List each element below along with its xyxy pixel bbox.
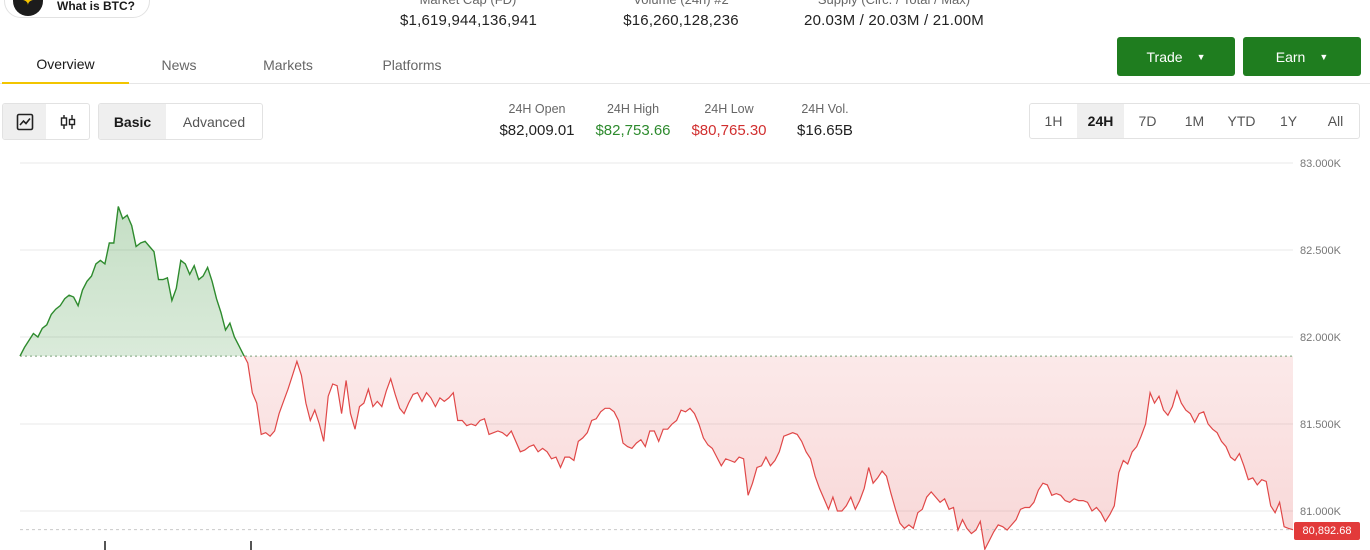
stat-24h-open: 24H Open $82,009.01 <box>494 102 580 139</box>
y-tick-label: 82.500K <box>1300 245 1342 257</box>
range-1h[interactable]: 1H <box>1044 113 1063 129</box>
open-value: $82,009.01 <box>499 122 575 139</box>
trade-label: Trade <box>1146 48 1183 65</box>
area-fill-above <box>20 206 245 357</box>
mode-basic[interactable]: Basic <box>99 104 166 139</box>
y-axis: 83.000K 82.500K 82.000K 81.500K 81.000K <box>1300 158 1342 518</box>
range-7d[interactable]: 7D <box>1138 113 1157 129</box>
market-cap-stat: Market Cap (FD) $1,619,944,136,941 <box>400 0 538 29</box>
price-line-above <box>19 206 245 357</box>
earn-label: Earn <box>1275 48 1306 65</box>
stat-24h-vol: 24H Vol. $16.65B <box>790 102 860 139</box>
supply-label: Supply (Circ. / Total / Max) <box>795 0 993 10</box>
what-is-btc-pill[interactable]: ✦ What is BTC? <box>4 0 150 18</box>
trade-button[interactable]: Trade ▼ <box>1117 37 1235 76</box>
market-cap-value: $1,619,944,136,941 <box>400 12 538 29</box>
price-line-below <box>20 356 1294 550</box>
stat-24h-low: 24H Low $80,765.30 <box>686 102 772 139</box>
chevron-down-icon: ▼ <box>1196 51 1206 62</box>
market-cap-label: Market Cap (FD) <box>400 0 536 10</box>
tab-overview[interactable]: Overview <box>2 46 129 84</box>
high-value: $82,753.66 <box>595 122 671 139</box>
area-fill-below <box>20 356 1293 550</box>
volume-label: Volume (24h) #2 <box>620 0 742 10</box>
chart-type-toggle <box>2 103 90 140</box>
range-1y[interactable]: 1Y <box>1279 113 1298 129</box>
supply-value: 20.03M / 20.03M / 21.00M <box>804 12 984 29</box>
price-chart[interactable]: 83.000K 82.500K 82.000K 81.500K 81.000K <box>0 150 1370 550</box>
range-24h[interactable]: 24H <box>1077 104 1124 138</box>
range-ytd[interactable]: YTD <box>1227 113 1256 129</box>
low-value: $80,765.30 <box>691 122 767 139</box>
open-label: 24H Open <box>508 102 566 116</box>
mode-advanced[interactable]: Advanced <box>182 113 246 130</box>
high-label: 24H High <box>606 102 660 116</box>
y-tick-label: 81.000K <box>1300 506 1342 518</box>
vol-value: $16.65B <box>797 122 853 139</box>
last-price-badge: 80,892.68 <box>1294 522 1360 540</box>
tab-platforms[interactable]: Platforms <box>382 56 442 73</box>
volume-value: $16,260,128,236 <box>623 12 739 29</box>
tab-news[interactable]: News <box>161 56 197 73</box>
y-tick-label: 83.000K <box>1300 158 1342 170</box>
x-axis-marks <box>104 541 252 550</box>
range-all[interactable]: All <box>1327 113 1344 129</box>
supply-stat: Supply (Circ. / Total / Max) 20.03M / 20… <box>795 0 993 29</box>
volume-stat: Volume (24h) #2 $16,260,128,236 <box>620 0 742 29</box>
chart-mode-toggle: Basic Advanced <box>98 103 263 140</box>
range-1m[interactable]: 1M <box>1184 113 1205 129</box>
y-tick-label: 82.000K <box>1300 332 1342 344</box>
stat-24h-high: 24H High $82,753.66 <box>590 102 676 139</box>
low-label: 24H Low <box>704 102 754 116</box>
chevron-down-icon: ▼ <box>1319 51 1329 62</box>
y-tick-label: 81.500K <box>1300 419 1342 431</box>
what-is-label: What is BTC? <box>57 0 135 13</box>
earn-button[interactable]: Earn ▼ <box>1243 37 1361 76</box>
line-chart-icon[interactable] <box>3 104 46 139</box>
candlestick-icon[interactable] <box>46 104 89 139</box>
vol-label: 24H Vol. <box>801 102 849 116</box>
time-range-selector: 1H 24H 7D 1M YTD 1Y All <box>1029 103 1360 139</box>
section-tabs: Overview News Markets Platforms <box>0 46 1370 84</box>
sparkle-icon: ✦ <box>13 0 43 16</box>
tab-markets[interactable]: Markets <box>263 56 313 73</box>
